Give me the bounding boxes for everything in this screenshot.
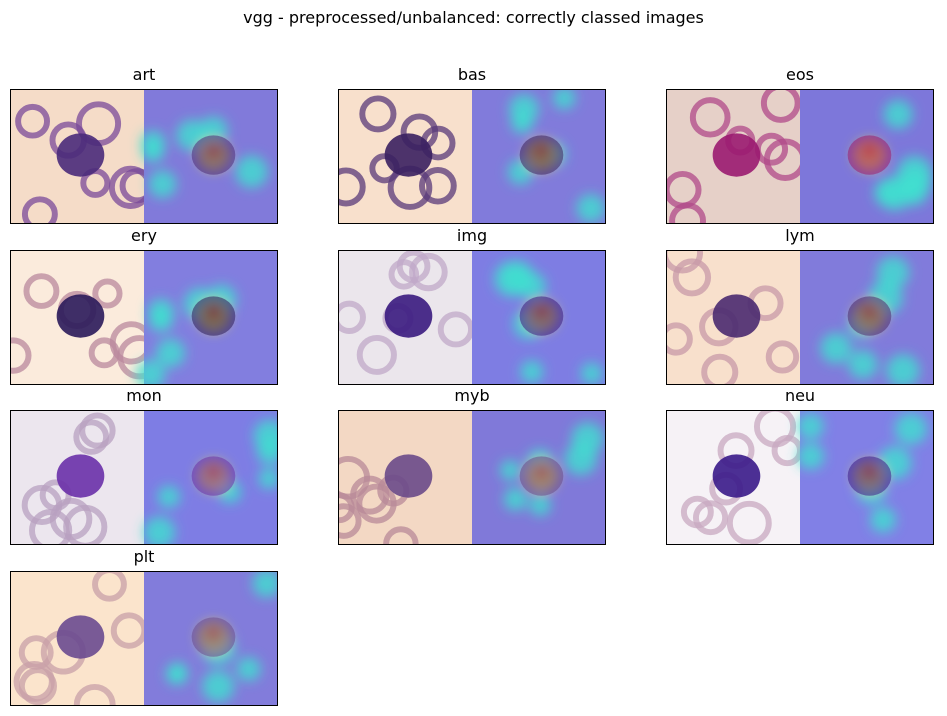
image-panel-neu [666,410,934,545]
cell-image-img [339,251,605,384]
image-panel-ery [10,250,278,385]
image-panel-mon [10,410,278,545]
cell-image-art [11,90,277,223]
panel-title-bas: bas [457,65,487,84]
cell-image-ery [11,251,277,384]
image-panel-plt [10,571,278,706]
cell-image-plt [11,572,277,705]
panel-title-art: art [132,65,156,84]
cell-image-mon [11,411,277,544]
image-panel-bas [338,89,606,224]
image-panel-eos [666,89,934,224]
cell-image-eos [667,90,933,223]
panel-title-lym: lym [785,226,815,245]
panel-title-mon: mon [126,386,162,405]
panel-title-myb: myb [454,386,490,405]
panel-title-img: img [456,226,488,245]
panel-title-plt: plt [133,547,155,566]
image-panel-art [10,89,278,224]
figure-title: vgg - preprocessed/unbalanced: correctly… [243,8,704,27]
panel-title-ery: ery [131,226,157,245]
cell-image-myb [339,411,605,544]
panel-title-eos: eos [786,65,814,84]
image-panel-myb [338,410,606,545]
image-panel-lym [666,250,934,385]
cell-image-neu [667,411,933,544]
cell-image-lym [667,251,933,384]
cell-image-bas [339,90,605,223]
image-panel-img [338,250,606,385]
panel-title-neu: neu [784,386,816,405]
